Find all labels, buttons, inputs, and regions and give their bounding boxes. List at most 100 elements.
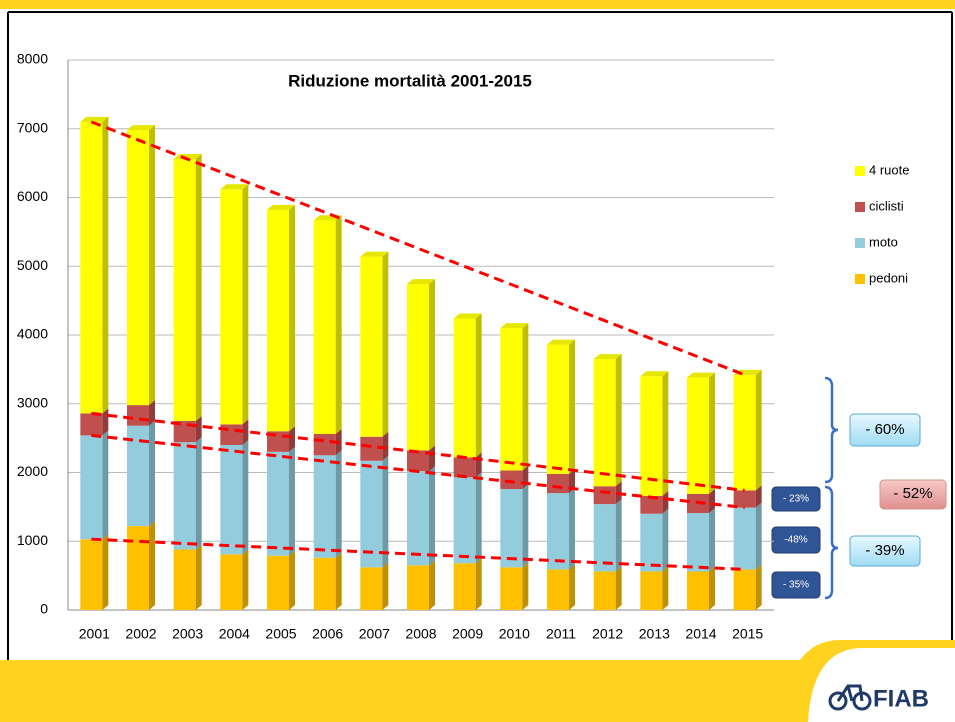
bar-top xyxy=(593,354,622,360)
bar-segment xyxy=(500,470,523,489)
annotation: - 60% xyxy=(865,421,904,438)
bar-segment xyxy=(733,507,756,570)
bar-segment xyxy=(80,413,103,436)
bar-side xyxy=(149,420,155,527)
bar-side xyxy=(615,499,622,572)
bar-segment xyxy=(407,284,429,451)
bar-segment xyxy=(453,563,476,610)
annotation: - 23% xyxy=(783,494,809,505)
bar-side xyxy=(242,440,249,555)
bar-side xyxy=(755,485,762,508)
bar-top xyxy=(267,204,295,210)
bar-segment xyxy=(173,442,196,550)
bar-side xyxy=(429,279,435,451)
x-tick-label: 2015 xyxy=(732,626,763,642)
bar-side xyxy=(102,408,109,436)
y-tick-label: 8000 xyxy=(17,51,48,67)
bar-segment xyxy=(267,209,289,432)
bar-segment xyxy=(593,571,616,610)
bar-segment xyxy=(360,256,383,437)
trend-line xyxy=(91,537,745,571)
bar-segment xyxy=(220,554,243,610)
bar-side xyxy=(382,562,389,610)
bar-side xyxy=(615,354,622,487)
bar-segment xyxy=(313,434,336,456)
bar-side xyxy=(569,564,575,610)
bar-segment xyxy=(640,513,663,572)
x-tick-label: 2002 xyxy=(125,626,156,642)
bar-side xyxy=(522,323,529,471)
bar-side xyxy=(149,125,155,406)
bar-segment xyxy=(360,567,383,610)
bar-top xyxy=(640,371,669,377)
bar-segment xyxy=(547,473,569,494)
bar-side xyxy=(195,437,202,550)
bar-top xyxy=(360,251,389,257)
bar-side xyxy=(615,566,622,610)
bar-segment xyxy=(500,328,523,471)
bar-side xyxy=(195,415,202,443)
bar-segment xyxy=(640,571,663,610)
bar-side xyxy=(662,490,669,514)
bar-segment xyxy=(360,436,383,461)
logo-text: FIAB xyxy=(873,685,929,712)
trend-line xyxy=(91,433,745,510)
bar-side xyxy=(149,521,155,610)
bar-side xyxy=(195,154,202,421)
bar-segment xyxy=(407,565,429,610)
bar-side xyxy=(709,566,715,610)
bar-top xyxy=(127,125,155,131)
bar-side xyxy=(755,564,762,610)
bar-side xyxy=(195,544,202,610)
bar-side xyxy=(709,508,715,572)
legend-swatch xyxy=(855,238,865,248)
bar-segment xyxy=(313,220,336,434)
bar-segment xyxy=(453,318,476,458)
bar-segment xyxy=(127,130,149,406)
bar-side xyxy=(242,184,249,425)
bar-segment xyxy=(127,425,149,527)
x-tick-label: 2003 xyxy=(172,626,203,642)
bar-side xyxy=(335,450,342,558)
bar-side xyxy=(382,251,389,437)
bar-side xyxy=(755,502,762,570)
bar-segment xyxy=(500,567,523,610)
bar-side xyxy=(429,560,435,610)
x-tick-label: 2009 xyxy=(452,626,483,642)
legend-swatch xyxy=(855,274,865,284)
bar-side xyxy=(335,215,342,434)
legend-swatch xyxy=(855,202,865,212)
x-tick-label: 2008 xyxy=(405,626,436,642)
bike-icon xyxy=(828,684,872,711)
bar-side xyxy=(662,508,669,572)
bar-segment xyxy=(453,457,476,478)
annotation: - 52% xyxy=(893,485,932,502)
bottom-band xyxy=(0,640,955,722)
bar-side xyxy=(289,446,295,556)
bar-segment xyxy=(220,189,243,425)
y-tick-label: 1000 xyxy=(17,532,48,548)
x-tick-label: 2012 xyxy=(592,626,623,642)
bar-segment xyxy=(733,569,756,610)
x-tick-label: 2010 xyxy=(499,626,530,642)
legend-label: moto xyxy=(869,234,898,249)
bar-segment xyxy=(127,526,149,610)
x-tick-label: 2005 xyxy=(265,626,296,642)
bar-segment xyxy=(687,571,709,610)
bar-segment xyxy=(407,471,429,566)
bar-top xyxy=(80,116,109,122)
trend-line xyxy=(90,120,746,377)
top-band xyxy=(0,0,955,9)
legend-swatch xyxy=(855,166,865,176)
bar-segment xyxy=(80,435,103,540)
bar-segment xyxy=(313,455,336,558)
bar-segment xyxy=(593,504,616,572)
bar-segment xyxy=(127,405,149,426)
x-tick-label: 2007 xyxy=(359,626,390,642)
bar-segment xyxy=(360,460,383,568)
bar-side xyxy=(289,426,295,452)
bar-segment xyxy=(593,359,616,487)
bar-side xyxy=(709,372,715,494)
chart-title: Riduzione mortalità 2001-2015 xyxy=(288,71,532,90)
annotation: -48% xyxy=(784,535,807,546)
